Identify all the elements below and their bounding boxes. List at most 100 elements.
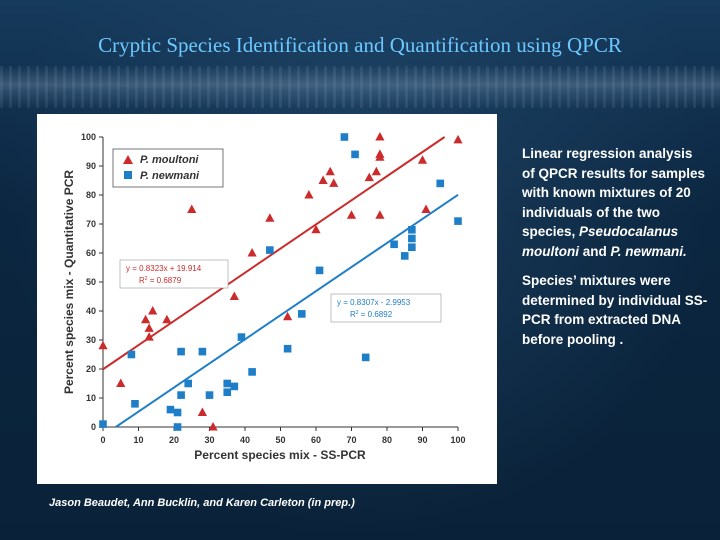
author-credit: Jason Beaudet, Ann Bucklin, and Karen Ca…: [49, 497, 355, 509]
r-squared-moultoni-sup: 2: [145, 276, 148, 282]
x-tick-label: 90: [417, 435, 427, 445]
r-squared-moultoni: R2 = 0.6879: [139, 276, 182, 285]
y-tick-label: 30: [86, 335, 96, 345]
x-tick-label: 40: [240, 435, 250, 445]
data-point-newmani: [198, 347, 207, 356]
data-point-newmani: [131, 400, 139, 408]
y-tick-label: 10: [86, 393, 96, 403]
data-point-newmani: [408, 234, 416, 243]
legend: P. moultoni P. newmani: [112, 148, 224, 188]
species-name-newmani: P. newmani.: [610, 243, 687, 259]
data-point-newmani: [340, 133, 349, 141]
equation-box-moultoni-frame: [119, 259, 229, 289]
species-name-moultoni: Pseudocalanus moultoni: [522, 224, 679, 259]
y-axis-label: Percent species mix - Quantitative PCR: [62, 170, 76, 394]
legend-marker-newmani: [124, 171, 132, 179]
ticks: 0 10 20 30 40 50 60 70 80 90 100 0 10 20 30 40 50 60 70 80 9…: [81, 132, 466, 445]
x-tick-label: 30: [204, 435, 214, 445]
data-point-moultoni: [141, 314, 151, 324]
description-text: Linear regression analysis of QPCR resul…: [522, 146, 706, 239]
data-point-newmani: [408, 226, 416, 234]
y-tick-label: 40: [86, 306, 96, 316]
data-point-newmani: [173, 408, 182, 417]
x-tick-label: 10: [133, 435, 143, 445]
data-point-newmani: [361, 353, 370, 362]
data-point-moultoni: [187, 204, 197, 213]
data-point-newmani: [408, 243, 416, 251]
data-point-moultoni: [148, 306, 158, 315]
equation-newmani: y = 0.8307x - 2.9953: [337, 298, 411, 307]
data-point-moultoni: [229, 291, 239, 300]
y-tick-label: 80: [86, 190, 96, 200]
equation-box-newmani: y = 0.8307x - 2.9953 R2 = 0.6892: [330, 293, 442, 323]
data-point-moultoni: [375, 132, 385, 141]
y-tick-label: 20: [86, 364, 96, 374]
legend-label-newmani: P. newmani: [140, 170, 200, 182]
data-point-newmani: [99, 420, 107, 428]
y-tick-label: 60: [86, 248, 96, 258]
r-squared-moultoni-label: R: [139, 276, 145, 285]
data-point-newmani: [230, 382, 239, 391]
data-point-newmani: [184, 379, 192, 388]
data-point-moultoni: [329, 178, 339, 187]
regression-line-moultoni: [102, 136, 446, 371]
description-paragraph-1: Linear regression analysis of QPCR resul…: [522, 144, 708, 261]
data-point-moultoni: [144, 332, 154, 341]
x-tick-label: 60: [311, 435, 321, 445]
data-point-newmani: [205, 391, 214, 399]
data-point-moultoni: [265, 213, 275, 222]
description-paragraph-2: Species’ mixtures were determined by ind…: [522, 273, 708, 347]
data-point-moultoni: [208, 422, 218, 431]
description-conjunction: and: [579, 243, 611, 259]
data-point-moultoni: [417, 155, 428, 164]
wave-decoration: [0, 66, 720, 108]
data-point-moultoni: [325, 166, 335, 176]
data-point-newmani: [266, 246, 274, 254]
data-point-moultoni: [144, 323, 154, 332]
regression-line-newmani: [115, 193, 459, 428]
data-point-newmani: [436, 179, 445, 188]
y-tick-label: 0: [91, 422, 96, 432]
data-point-moultoni: [197, 407, 207, 416]
data-point-moultoni: [421, 204, 431, 213]
data-point-newmani: [454, 217, 462, 225]
data-point-newmani: [390, 240, 398, 249]
r-squared-newmani: R2 = 0.6892: [350, 310, 393, 319]
data-point-newmani: [351, 150, 359, 159]
x-tick-label: 70: [346, 435, 356, 445]
equation-box-moultoni: y = 0.8323x + 19.914 R2 = 0.6879: [119, 259, 229, 289]
x-axis-label: Percent species mix - SS-PCR: [194, 448, 366, 462]
data-point-moultoni: [116, 378, 126, 387]
data-point-moultoni: [453, 134, 463, 144]
data-points: [98, 132, 463, 431]
data-point-newmani: [283, 344, 292, 353]
data-point-newmani: [173, 423, 182, 431]
data-point-moultoni: [375, 149, 385, 158]
data-point-moultoni: [371, 166, 381, 176]
data-point-newmani: [315, 266, 324, 275]
r-squared-newmani-value: = 0.6892: [359, 310, 393, 319]
scatter-chart: 0 10 20 30 40 50 60 70 80 90 100 0 10 20 30 40 50 60 70 80 9…: [62, 132, 466, 462]
y-tick-label: 50: [86, 277, 96, 287]
data-point-newmani: [298, 310, 306, 318]
x-tick-label: 0: [100, 435, 105, 445]
data-point-moultoni: [162, 314, 172, 324]
legend-box: [112, 148, 224, 188]
regression-lines: [102, 136, 459, 428]
data-point-newmani: [177, 347, 185, 356]
data-point-newmani: [166, 405, 175, 414]
data-point-newmani: [237, 333, 246, 341]
equation-box-newmani-frame: [330, 293, 442, 323]
data-point-moultoni: [346, 210, 357, 219]
data-point-moultoni: [375, 210, 385, 219]
data-point-newmani: [248, 368, 256, 376]
data-point-moultoni: [283, 311, 293, 321]
data-point-moultoni: [304, 190, 314, 199]
data-point-newmani: [223, 379, 232, 388]
x-tick-label: 80: [382, 435, 392, 445]
r-squared-newmani-sup: 2: [356, 310, 359, 316]
r-squared-newmani-label: R: [350, 310, 356, 319]
data-point-newmani: [177, 391, 185, 399]
y-tick-label: 70: [86, 219, 96, 229]
data-point-newmani: [400, 252, 409, 260]
